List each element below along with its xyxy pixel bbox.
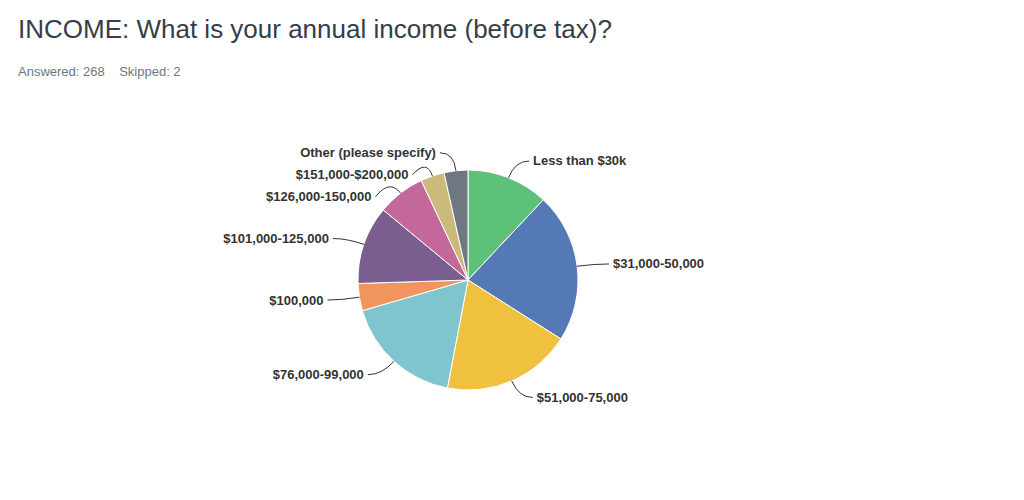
html-text:INCOME: What is your annual in: INCOME: What is your annual income (befo… bbox=[18, 14, 612, 44]
html-text:Answered: 268 Skipped: 2: Answered: 268 Skipped: 2 bbox=[18, 64, 181, 79]
svg-text:$101,000-125,000: $101,000-125,000 bbox=[223, 231, 329, 246]
svg-text:$76,000-99,000: $76,000-99,000 bbox=[273, 367, 364, 382]
svg-text:Less than $30k: Less than $30k bbox=[533, 153, 627, 168]
svg-text:$126,000-150,000: $126,000-150,000 bbox=[266, 189, 372, 204]
svg-text:Other (please specify): Other (please specify) bbox=[300, 145, 436, 160]
svg-text:$51,000-75,000: $51,000-75,000 bbox=[537, 390, 628, 405]
svg-text:$151,000-$200,000: $151,000-$200,000 bbox=[296, 167, 409, 182]
svg-text:$31,000-50,000: $31,000-50,000 bbox=[613, 256, 704, 271]
svg-text:$100,000: $100,000 bbox=[269, 293, 323, 308]
